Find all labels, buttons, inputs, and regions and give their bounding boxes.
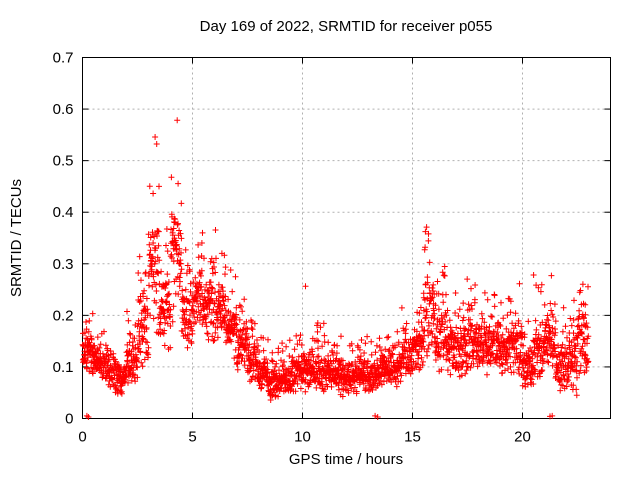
- y-tick-label: 0.6: [53, 101, 74, 118]
- x-tick-label: 20: [514, 429, 531, 446]
- y-tick-label: 0.5: [53, 153, 74, 170]
- x-tick-label: 5: [188, 429, 196, 446]
- y-axis-label: SRMTID / TECUs: [8, 179, 25, 297]
- x-axis-label: GPS time / hours: [289, 451, 403, 468]
- grid-lines: [82, 57, 611, 419]
- x-tick-label: 15: [404, 429, 421, 446]
- x-tick-labels: 0 5 10 15 20: [78, 429, 531, 446]
- y-tick-labels: 0 0.1 0.2 0.3 0.4 0.5 0.6 0.7: [53, 50, 74, 428]
- plot-border: [82, 57, 611, 419]
- data-points: [79, 117, 592, 420]
- y-tick-label: 0: [65, 411, 73, 428]
- y-tick-label: 0.1: [53, 359, 74, 376]
- y-tick-label: 0.3: [53, 256, 74, 273]
- x-tick-label: 10: [294, 429, 311, 446]
- y-tick-label: 0.2: [53, 307, 74, 324]
- axis-ticks: [82, 57, 611, 419]
- y-tick-label: 0.7: [53, 50, 74, 67]
- chart-title: Day 169 of 2022, SRMTID for receiver p05…: [200, 18, 493, 35]
- x-tick-label: 0: [78, 429, 86, 446]
- y-tick-label: 0.4: [53, 204, 74, 221]
